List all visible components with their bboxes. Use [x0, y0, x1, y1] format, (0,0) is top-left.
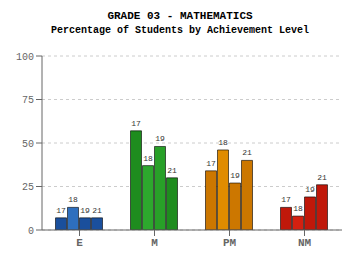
svg-text:E: E	[76, 237, 83, 249]
svg-text:100: 100	[16, 52, 34, 63]
svg-text:18: 18	[218, 138, 228, 147]
svg-text:25: 25	[22, 182, 34, 193]
svg-text:21: 21	[242, 148, 252, 157]
svg-text:M: M	[151, 237, 158, 249]
svg-text:17: 17	[56, 206, 66, 215]
svg-text:50: 50	[22, 139, 34, 150]
html-text:GRADE 03 - MATHEMATICS: GRADE 03 - MATHEMATICS	[107, 10, 253, 22]
svg-text:0: 0	[28, 226, 34, 237]
svg-text:19: 19	[230, 171, 240, 180]
svg-text:NM: NM	[298, 237, 312, 249]
svg-text:PM: PM	[223, 237, 237, 249]
svg-text:19: 19	[305, 185, 315, 194]
svg-text:17: 17	[281, 195, 291, 204]
svg-text:19: 19	[80, 206, 90, 215]
svg-text:21: 21	[92, 206, 102, 215]
svg-text:21: 21	[167, 166, 177, 175]
html-text:Percentage of Students by Achi: Percentage of Students by Achievement Le…	[51, 25, 309, 36]
svg-text:17: 17	[206, 159, 216, 168]
svg-text:17: 17	[131, 119, 141, 128]
svg-text:18: 18	[293, 204, 303, 213]
svg-text:19: 19	[155, 134, 165, 143]
svg-text:21: 21	[317, 173, 327, 182]
svg-text:18: 18	[68, 195, 78, 204]
svg-text:75: 75	[22, 95, 34, 106]
svg-text:18: 18	[143, 154, 153, 163]
